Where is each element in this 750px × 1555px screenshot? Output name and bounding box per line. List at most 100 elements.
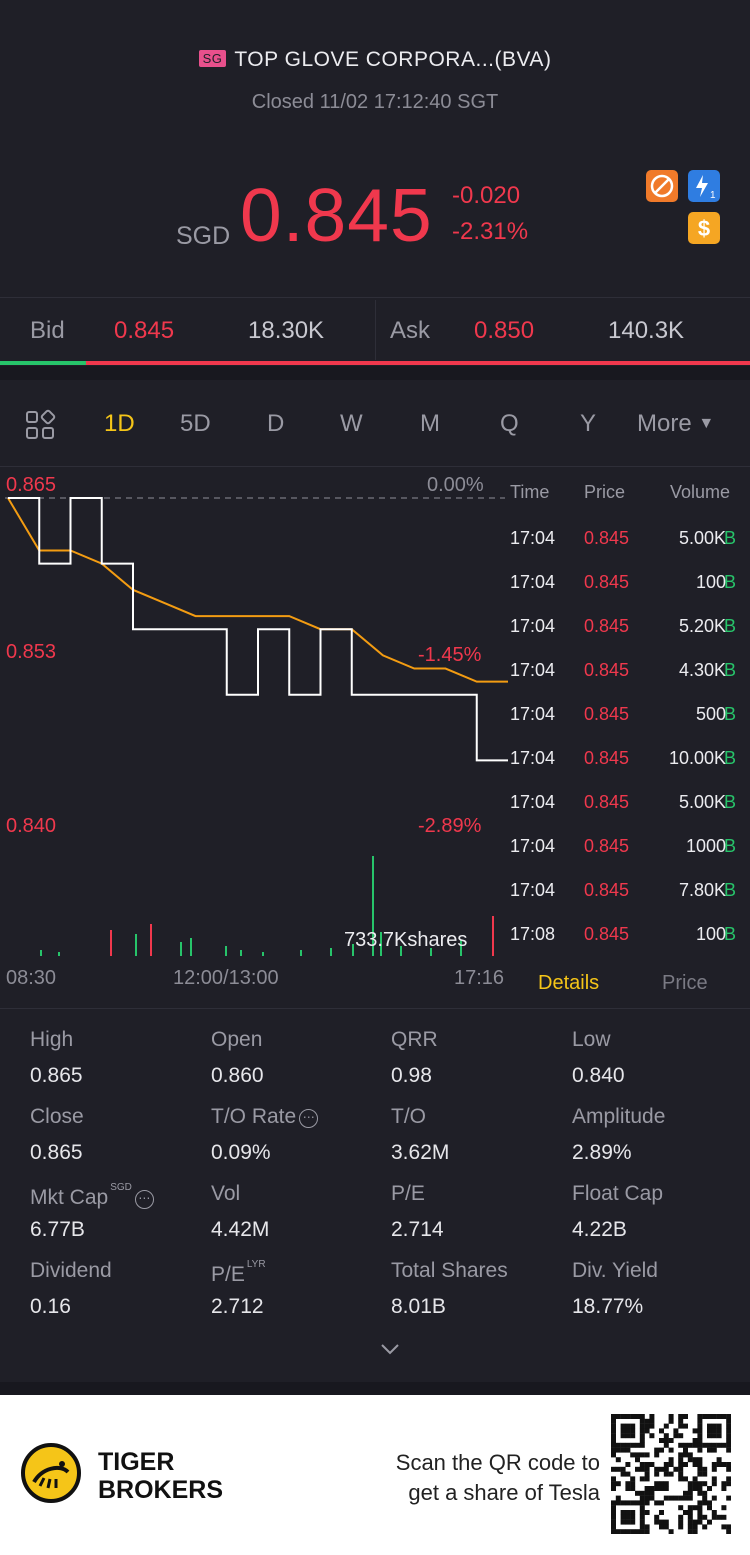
tick-time: 17:08 [510, 924, 556, 944]
tick-price: 0.845 [584, 704, 630, 724]
market-status: Closed 11/02 17:12:40 SGT [251, 91, 499, 113]
period-divider [0, 466, 750, 467]
average-price-line [7, 497, 508, 683]
tick-price: 0.845 [584, 836, 630, 856]
dividend-dollar-icon[interactable]: $ [688, 212, 720, 244]
price-line [8, 497, 508, 762]
pct-label-high: 0.00% [427, 474, 484, 496]
tick-time: 17:04 [510, 660, 556, 680]
stat-value: 2.712 [211, 1295, 264, 1318]
tab-d[interactable]: D [267, 410, 285, 437]
bid-label: Bid [30, 317, 65, 344]
tick-side: B [724, 836, 737, 856]
bid-ask-divider [375, 300, 376, 360]
stat-label-superscript: SGD [110, 1182, 132, 1193]
tab-more-label: More [637, 410, 692, 437]
tab-q[interactable]: Q [500, 410, 519, 437]
tick-volume: 5.00K [678, 528, 726, 548]
stat-label-text: Amplitude [572, 1105, 666, 1128]
tab-details[interactable]: Details [538, 972, 600, 994]
stat-label-text: Total Shares [391, 1259, 508, 1282]
stat-label: Total Shares [391, 1259, 508, 1283]
layout-grid-icon[interactable] [24, 409, 56, 441]
stat-label-text: Mkt Cap [30, 1186, 109, 1209]
price-label-high: 0.865 [6, 474, 57, 496]
qr-code[interactable] [611, 1414, 731, 1534]
stat-value: 2.714 [391, 1218, 444, 1241]
no-short-icon[interactable] [646, 170, 678, 202]
stat-label-text: Dividend [30, 1259, 112, 1282]
volume-bar [58, 952, 60, 956]
stat-label: QRR [391, 1028, 438, 1052]
tick-time: 17:04 [510, 616, 556, 636]
tab-y[interactable]: Y [580, 410, 597, 437]
volume-bar [400, 946, 402, 956]
footer-gap [0, 1382, 750, 1395]
tab-more[interactable]: More ▼ [637, 410, 714, 438]
info-more-icon[interactable]: ⋯ [299, 1109, 319, 1128]
tick-volume: 100 [695, 924, 726, 944]
expand-chevron-icon[interactable] [378, 1340, 402, 1358]
volume-bar [352, 944, 354, 956]
ask-label: Ask [390, 317, 431, 344]
stat-label-text: Low [572, 1028, 611, 1051]
stat-label: P/E LYR [211, 1259, 266, 1287]
volume-bar [150, 924, 152, 956]
price-label-low: 0.840 [6, 815, 57, 837]
ticks-header-volume: Volume [670, 482, 731, 502]
tab-5d[interactable]: 5D [180, 410, 211, 437]
time-label-close: 17:16 [454, 967, 505, 989]
section-gap [0, 366, 750, 380]
stat-value: 18.77% [572, 1295, 644, 1318]
stat-value: 2.89% [572, 1141, 632, 1164]
tick-side: B [724, 792, 737, 812]
volume-bar [110, 930, 112, 956]
price-label-mid: 0.853 [6, 641, 57, 663]
stat-label-text: High [30, 1028, 74, 1051]
info-more-icon[interactable]: ⋯ [134, 1190, 154, 1209]
tick-price: 0.845 [584, 748, 630, 768]
stat-value: 0.865 [30, 1141, 83, 1164]
volume-bar [300, 950, 302, 956]
stat-label: Dividend [30, 1259, 112, 1283]
stat-value: 3.62M [391, 1141, 450, 1164]
stat-label: T/O Rate ⋯ [211, 1105, 319, 1129]
volume-bar [430, 948, 432, 956]
tick-price: 0.845 [584, 880, 630, 900]
tick-time: 17:04 [510, 792, 556, 812]
stat-value: 6.77B [30, 1218, 85, 1241]
intraday-chart[interactable] [0, 468, 510, 968]
stat-label-text: P/E [211, 1263, 245, 1286]
tick-side: B [724, 528, 737, 548]
stat-label-text: Div. Yield [572, 1259, 658, 1282]
header-title: SG TOP GLOVE CORPORA...(BVA) [0, 48, 750, 72]
tab-m[interactable]: M [420, 410, 440, 437]
tick-price: 0.845 [584, 660, 630, 680]
tab-w[interactable]: W [340, 410, 363, 437]
tab-1d[interactable]: 1D [104, 410, 135, 437]
tick-side: B [724, 704, 737, 724]
tick-time: 17:04 [510, 748, 556, 768]
lightning-icon[interactable]: 1 [688, 170, 720, 202]
volume-bar [460, 940, 462, 956]
volume-bar [180, 942, 182, 956]
stats-divider [0, 1008, 750, 1009]
tiger-logo-icon [20, 1442, 82, 1504]
pct-label-mid: -1.45% [418, 644, 482, 666]
stat-label: Vol [211, 1182, 240, 1206]
ticks-header-price: Price [584, 482, 626, 502]
tick-price: 0.845 [584, 572, 630, 592]
stat-label: Low [572, 1028, 611, 1052]
time-label-open: 08:30 [6, 967, 57, 989]
volume-bar [380, 932, 382, 956]
pct-label-low: -2.89% [418, 815, 482, 837]
brand-line-2: BROKERS [98, 1476, 224, 1504]
stat-label: P/E [391, 1182, 425, 1206]
brand-line-1: TIGER [98, 1448, 175, 1476]
tick-side: B [724, 572, 737, 592]
tick-volume: 5.00K [678, 792, 726, 812]
tick-price: 0.845 [584, 792, 630, 812]
volume-bar [492, 916, 494, 956]
tab-price[interactable]: Price [662, 972, 708, 994]
volume-bar [262, 952, 264, 956]
